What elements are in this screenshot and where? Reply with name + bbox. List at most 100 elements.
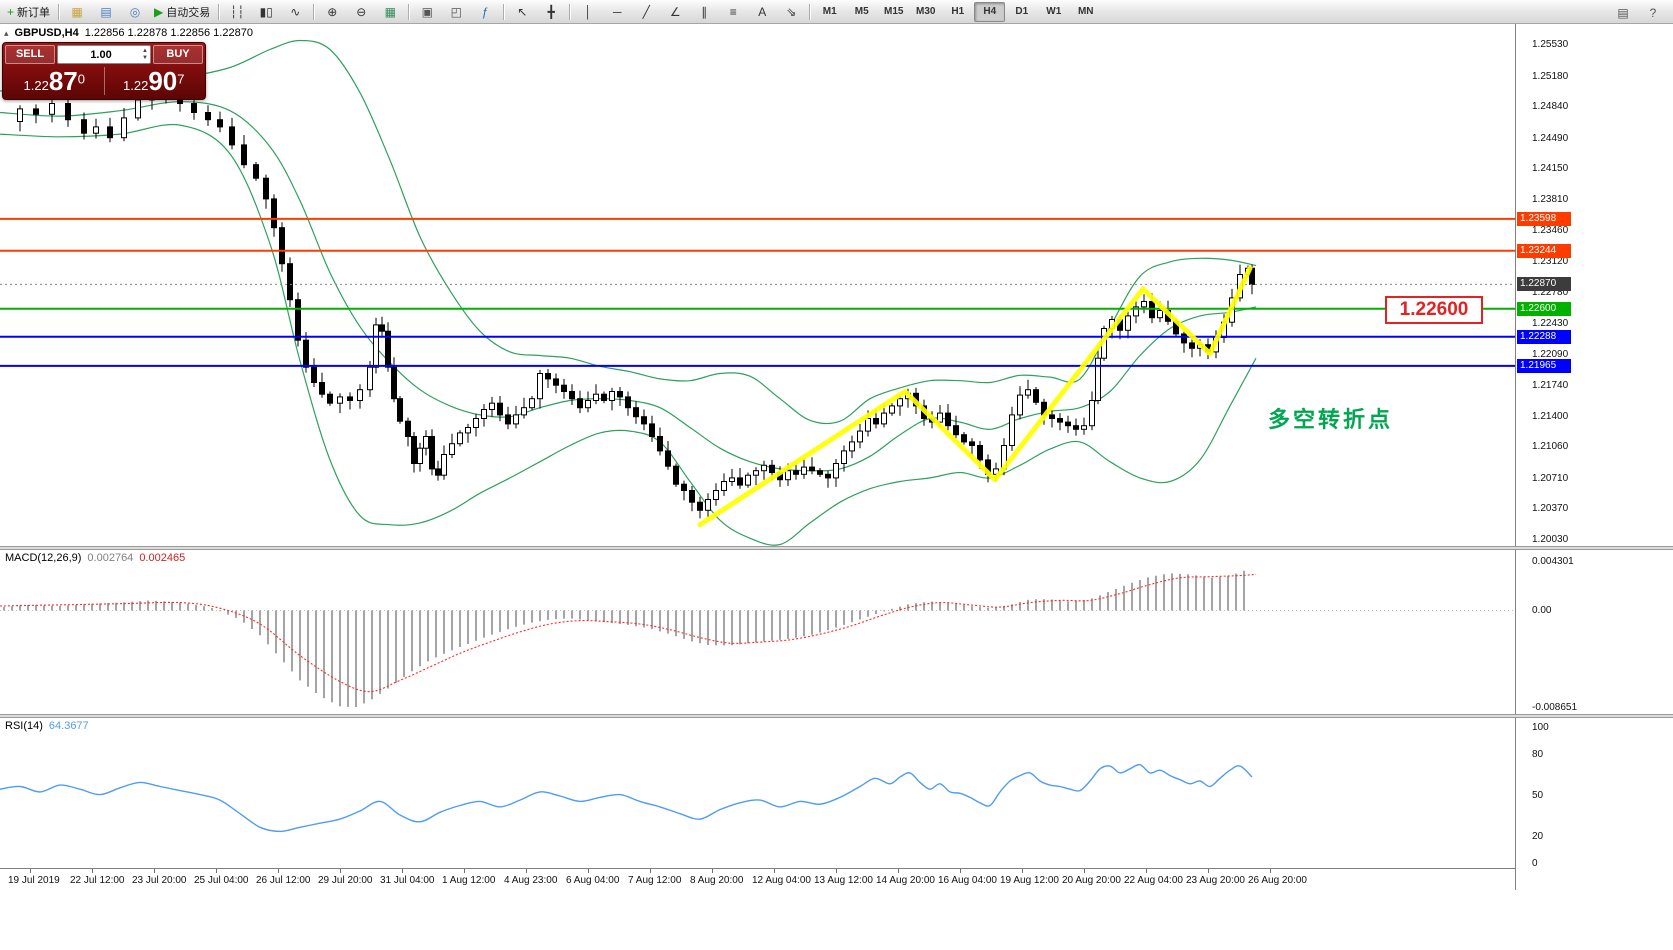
print-button[interactable]: ▤ — [1609, 2, 1637, 24]
timeframe-m1-button[interactable]: M1 — [822, 6, 837, 17]
volume-value[interactable]: 1.00 — [90, 48, 112, 61]
time-axis-label: 12 Aug 04:00 — [752, 875, 811, 886]
pane-resize-handle-rsi[interactable] — [0, 714, 1673, 718]
price-axis-label: 1.24490 — [1532, 132, 1569, 144]
timeframe-m5-button[interactable]: M5 — [854, 6, 869, 17]
time-axis-label: 6 Aug 04:00 — [566, 875, 620, 886]
angle-trend-button[interactable]: ∠ — [661, 1, 689, 23]
toolbar-right-group: ▤? — [1609, 2, 1667, 24]
price-axis-label: 1.21060 — [1532, 441, 1569, 453]
trendline-icon: ╱ — [642, 4, 650, 19]
vertical-line-icon: │ — [584, 4, 593, 19]
tile-windows-button[interactable]: ▣ — [413, 1, 441, 23]
pane-resize-handle-macd[interactable] — [0, 546, 1673, 550]
help-button[interactable]: ? — [1639, 2, 1667, 24]
profiles-button[interactable]: ▤ — [92, 1, 120, 23]
timeframe-d1-button[interactable]: D1 — [1015, 6, 1029, 17]
main-price-chart-canvas[interactable] — [0, 24, 1515, 546]
time-axis-tick — [712, 869, 713, 873]
rsi-axis-label: 50 — [1532, 790, 1544, 801]
text-button[interactable]: A — [748, 1, 776, 23]
toolbar-separator — [503, 3, 505, 20]
auto-trading-button[interactable]: ▶ 自动交易 — [150, 1, 214, 23]
time-axis-label: 29 Jul 20:00 — [318, 875, 373, 886]
sell-price[interactable]: 1.22870 — [5, 66, 104, 97]
timeframe-m30-button[interactable]: M30 — [916, 6, 936, 17]
chart-collapse-icon[interactable]: ▴ — [4, 27, 9, 38]
time-axis-tick — [588, 869, 589, 873]
line-chart-button[interactable]: ∿ — [281, 1, 309, 23]
trendline-button[interactable]: ╱ — [632, 1, 660, 23]
bollinger-middle-band — [0, 101, 1257, 472]
timeframe-w1-button[interactable]: W1 — [1046, 6, 1062, 17]
indicators-button[interactable]: ƒ — [471, 1, 499, 23]
cursor-button[interactable]: ↖ — [508, 1, 536, 23]
volume-spin-buttons[interactable]: ▲ ▼ — [142, 48, 148, 62]
bar-chart-button[interactable]: ┆┆ — [223, 1, 251, 23]
timeframe-mn-button[interactable]: MN — [1077, 6, 1094, 17]
rsi-pane-canvas[interactable] — [0, 718, 1515, 868]
time-axis-tick — [154, 869, 155, 873]
buy-button[interactable]: BUY — [153, 45, 203, 64]
time-axis-label: 7 Aug 12:00 — [628, 875, 682, 886]
horizontal-line-button[interactable]: ─ — [603, 1, 631, 23]
rsi-line — [0, 763, 1253, 833]
trend-zigzag-line — [697, 265, 1253, 528]
time-axis-tick — [1270, 869, 1271, 873]
arrows-icon: ⇘ — [786, 4, 797, 19]
vertical-line-button[interactable]: │ — [574, 1, 602, 23]
bar-chart-icon: ┆┆ — [230, 4, 245, 19]
time-axis-label: 19 Jul 2019 — [8, 875, 60, 886]
time-axis-tick — [1146, 869, 1147, 873]
time-axis-tick — [340, 869, 341, 873]
strategy-tester-icon: ▦ — [384, 4, 396, 19]
indicators-icon: ƒ — [481, 4, 489, 19]
toolbar-separator — [313, 3, 315, 20]
time-axis-label: 26 Jul 12:00 — [256, 875, 311, 886]
bollinger-lower-band — [0, 123, 1257, 546]
time-axis-tick — [1022, 869, 1023, 873]
timeframe-h1-button[interactable]: H1 — [951, 6, 965, 17]
volume-down-icon[interactable]: ▼ — [142, 55, 148, 61]
crosshair-button[interactable]: ╋ — [537, 1, 565, 23]
time-axis-label: 8 Aug 20:00 — [690, 875, 744, 886]
zoom-out-button[interactable]: ⊖ — [347, 1, 375, 23]
volume-up-icon[interactable]: ▲ — [142, 48, 148, 54]
sell-button[interactable]: SELL — [5, 45, 55, 64]
time-axis[interactable]: 19 Jul 2019 22 Jul 12:00 23 Jul 20:00 25 Ju… — [0, 868, 1515, 891]
macd-pane-canvas[interactable] — [0, 550, 1515, 714]
timeframe-m15-button[interactable]: M15 — [884, 6, 904, 17]
symbol-header: ▴ GBPUSD,H4 1.22856 1.22878 1.22856 1.22… — [4, 27, 253, 39]
cascade-windows-icon: ◰ — [450, 4, 462, 19]
navigator-button[interactable]: ◎ — [121, 1, 149, 23]
candlestick-chart-button[interactable]: ▮▯ — [252, 1, 280, 23]
price-tag-1.23244: 1.23244 — [1517, 243, 1571, 258]
price-axis-label: 1.20030 — [1532, 534, 1569, 545]
price-axis-label: 1.20710 — [1532, 472, 1569, 484]
rsi-value: 64.3677 — [48, 720, 89, 732]
new-order-button[interactable]: + 新订单 — [3, 1, 54, 23]
macd-signal-line — [0, 573, 1257, 693]
macd-value-main: 0.002764 — [87, 552, 134, 564]
symbol-title: GBPUSD,H4 — [14, 27, 79, 39]
price-axis-label: 1.24840 — [1532, 101, 1569, 113]
one-click-trading-panel: SELL 1.00 ▲ ▼ BUY 1.22870 1.22907 — [2, 42, 206, 100]
timeframe-h4-button[interactable]: H4 — [974, 1, 1006, 22]
strategy-tester-button[interactable]: ▦ — [376, 1, 404, 23]
equidistant-channel-button[interactable]: ∥ — [690, 1, 718, 23]
price-axis[interactable]: 1.25530 1.25180 1.24840 1.24490 1.24150 1.238… — [1515, 24, 1673, 890]
charts-grid-button[interactable]: ▦ — [63, 1, 91, 23]
macd-value-signal: 0.002465 — [139, 552, 186, 564]
time-axis-tick — [774, 869, 775, 873]
line-chart-icon: ∿ — [290, 4, 301, 19]
buy-price[interactable]: 1.22907 — [105, 66, 204, 97]
text-icon: A — [758, 4, 767, 19]
time-axis-tick — [898, 869, 899, 873]
cascade-windows-button[interactable]: ◰ — [442, 1, 470, 23]
volume-stepper[interactable]: 1.00 ▲ ▼ — [57, 45, 151, 64]
arrows-button[interactable]: ⇘ — [777, 1, 805, 23]
fibonacci-button[interactable]: ≡ — [719, 1, 747, 23]
macd-indicator-label: MACD(12,26,9) 0.002764 0.002465 — [5, 552, 185, 564]
zoom-in-button[interactable]: ⊕ — [318, 1, 346, 23]
price-tag-1.22600: 1.22600 — [1517, 301, 1571, 316]
